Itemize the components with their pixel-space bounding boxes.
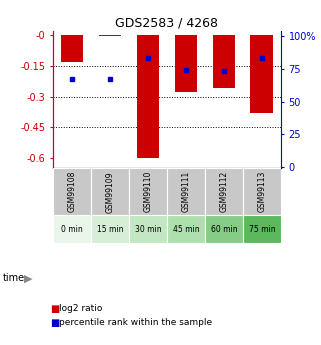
Text: GSM99112: GSM99112 — [219, 171, 229, 213]
Bar — [61, 35, 83, 62]
Bar — [175, 35, 197, 92]
Bar — [243, 168, 281, 215]
Text: 45 min: 45 min — [173, 225, 199, 234]
Text: 0 min: 0 min — [61, 225, 83, 234]
Text: log2 ratio: log2 ratio — [59, 304, 103, 313]
Text: GSM99111: GSM99111 — [181, 171, 190, 213]
Text: time: time — [3, 273, 25, 283]
Bar — [53, 168, 91, 215]
Bar — [99, 35, 121, 36]
Text: percentile rank within the sample: percentile rank within the sample — [59, 318, 213, 327]
Text: ▶: ▶ — [24, 274, 32, 283]
Bar — [53, 215, 91, 243]
Bar — [205, 168, 243, 215]
Bar — [136, 35, 159, 158]
Bar — [91, 215, 129, 243]
Title: GDS2583 / 4268: GDS2583 / 4268 — [116, 17, 218, 30]
Text: GSM99110: GSM99110 — [143, 171, 152, 213]
Bar — [167, 215, 205, 243]
Text: 15 min: 15 min — [97, 225, 123, 234]
Bar — [243, 215, 281, 243]
Bar — [167, 168, 205, 215]
Bar — [91, 168, 129, 215]
Text: ■: ■ — [50, 318, 59, 327]
Text: GSM99109: GSM99109 — [105, 171, 115, 213]
Bar — [213, 35, 235, 88]
Text: GSM99113: GSM99113 — [257, 171, 266, 213]
Text: 30 min: 30 min — [134, 225, 161, 234]
Bar — [129, 215, 167, 243]
Text: GSM99108: GSM99108 — [67, 171, 76, 213]
Bar — [129, 168, 167, 215]
Text: ■: ■ — [50, 304, 59, 314]
Text: 75 min: 75 min — [248, 225, 275, 234]
Bar — [205, 215, 243, 243]
Bar — [250, 35, 273, 113]
Text: 60 min: 60 min — [211, 225, 237, 234]
